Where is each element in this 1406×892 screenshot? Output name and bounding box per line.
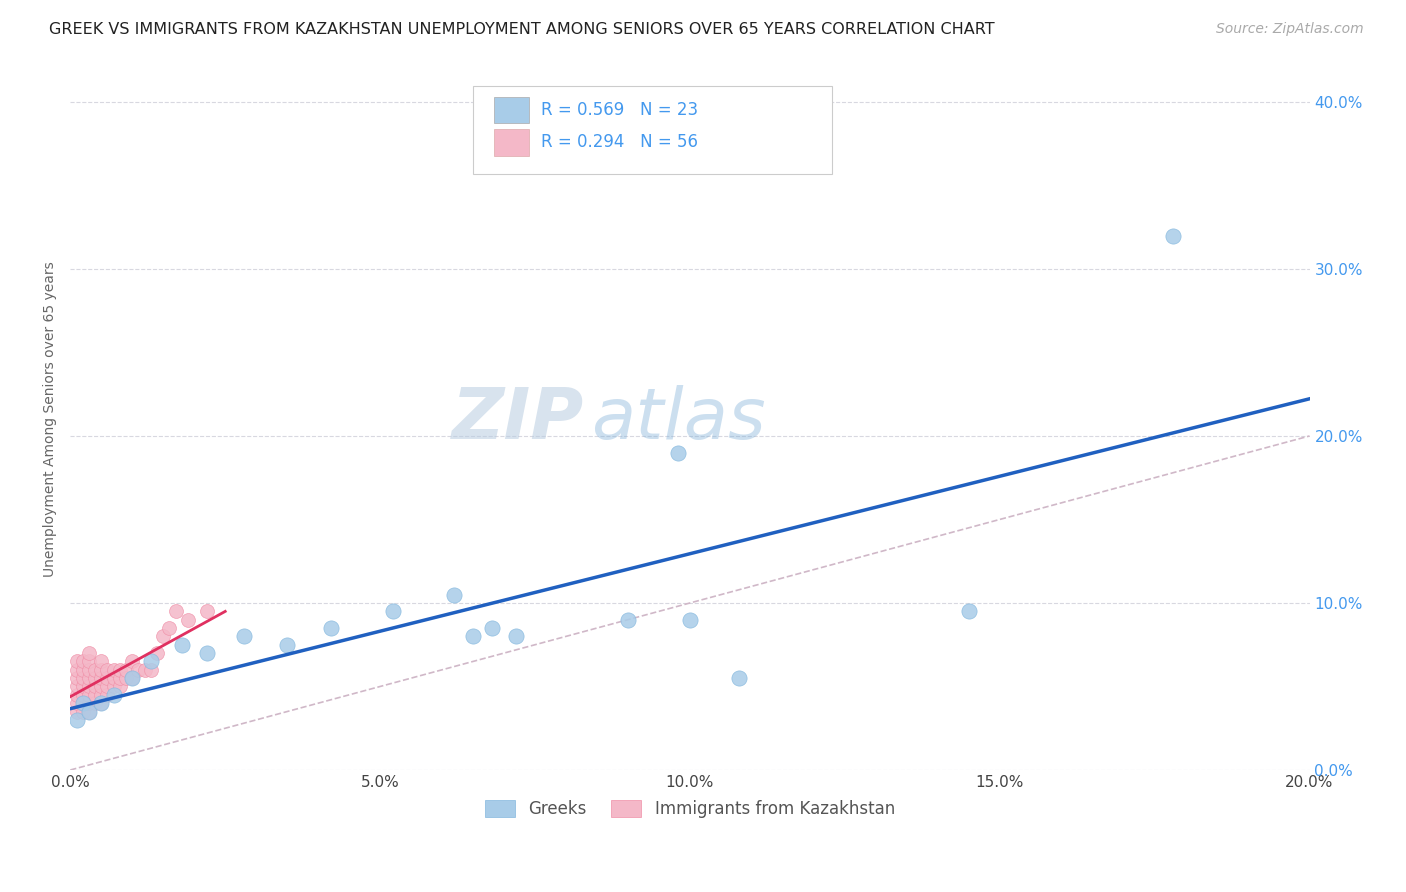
Point	[276, 638, 298, 652]
Point	[77, 646, 100, 660]
Point	[65, 680, 87, 694]
Point	[152, 629, 174, 643]
Point	[72, 663, 94, 677]
Text: R = 0.294   N = 56: R = 0.294 N = 56	[541, 133, 699, 151]
Point	[72, 655, 94, 669]
Bar	[494, 128, 529, 155]
Text: atlas: atlas	[591, 384, 765, 454]
Point	[957, 604, 980, 618]
Point	[77, 663, 100, 677]
Text: R = 0.569   N = 23: R = 0.569 N = 23	[541, 101, 699, 119]
Point	[666, 445, 689, 459]
Point	[84, 696, 107, 710]
Point	[103, 663, 125, 677]
Point	[84, 671, 107, 685]
Point	[461, 629, 484, 643]
Point	[617, 613, 640, 627]
Point	[65, 655, 87, 669]
Point	[121, 655, 143, 669]
Point	[139, 655, 162, 669]
Point	[65, 705, 87, 719]
Point	[77, 680, 100, 694]
Point	[65, 663, 87, 677]
Point	[728, 671, 751, 685]
Point	[90, 671, 112, 685]
Point	[443, 588, 465, 602]
Point	[77, 688, 100, 702]
Point	[77, 705, 100, 719]
Point	[121, 671, 143, 685]
Point	[77, 696, 100, 710]
Legend: Greeks, Immigrants from Kazakhstan: Greeks, Immigrants from Kazakhstan	[478, 793, 901, 825]
Point	[72, 671, 94, 685]
FancyBboxPatch shape	[472, 86, 832, 174]
Text: GREEK VS IMMIGRANTS FROM KAZAKHSTAN UNEMPLOYMENT AMONG SENIORS OVER 65 YEARS COR: GREEK VS IMMIGRANTS FROM KAZAKHSTAN UNEM…	[49, 22, 995, 37]
Point	[65, 696, 87, 710]
Point	[72, 696, 94, 710]
Point	[90, 696, 112, 710]
Point	[195, 604, 218, 618]
Point	[139, 663, 162, 677]
Point	[381, 604, 404, 618]
Point	[115, 671, 138, 685]
Point	[90, 663, 112, 677]
Point	[77, 655, 100, 669]
Point	[77, 705, 100, 719]
Point	[90, 655, 112, 669]
Point	[96, 663, 118, 677]
Point	[90, 696, 112, 710]
Point	[96, 671, 118, 685]
Point	[115, 663, 138, 677]
Point	[108, 680, 131, 694]
Point	[319, 621, 342, 635]
Text: ZIP: ZIP	[453, 384, 585, 454]
Y-axis label: Unemployment Among Seniors over 65 years: Unemployment Among Seniors over 65 years	[44, 261, 58, 577]
Point	[103, 671, 125, 685]
Bar	[494, 96, 529, 123]
Point	[103, 688, 125, 702]
Point	[84, 680, 107, 694]
Point	[72, 705, 94, 719]
Point	[195, 646, 218, 660]
Point	[96, 688, 118, 702]
Point	[72, 688, 94, 702]
Point	[90, 680, 112, 694]
Point	[232, 629, 254, 643]
Point	[65, 671, 87, 685]
Point	[84, 663, 107, 677]
Point	[103, 680, 125, 694]
Point	[170, 638, 193, 652]
Point	[84, 688, 107, 702]
Point	[65, 713, 87, 727]
Point	[679, 613, 702, 627]
Point	[134, 663, 156, 677]
Point	[165, 604, 187, 618]
Point	[77, 671, 100, 685]
Point	[1161, 228, 1184, 243]
Point	[90, 688, 112, 702]
Text: Source: ZipAtlas.com: Source: ZipAtlas.com	[1216, 22, 1364, 37]
Point	[159, 621, 181, 635]
Point	[505, 629, 527, 643]
Point	[146, 646, 169, 660]
Point	[121, 671, 143, 685]
Point	[127, 663, 149, 677]
Point	[65, 688, 87, 702]
Point	[108, 663, 131, 677]
Point	[481, 621, 503, 635]
Point	[72, 696, 94, 710]
Point	[177, 613, 200, 627]
Point	[96, 680, 118, 694]
Point	[72, 680, 94, 694]
Point	[108, 671, 131, 685]
